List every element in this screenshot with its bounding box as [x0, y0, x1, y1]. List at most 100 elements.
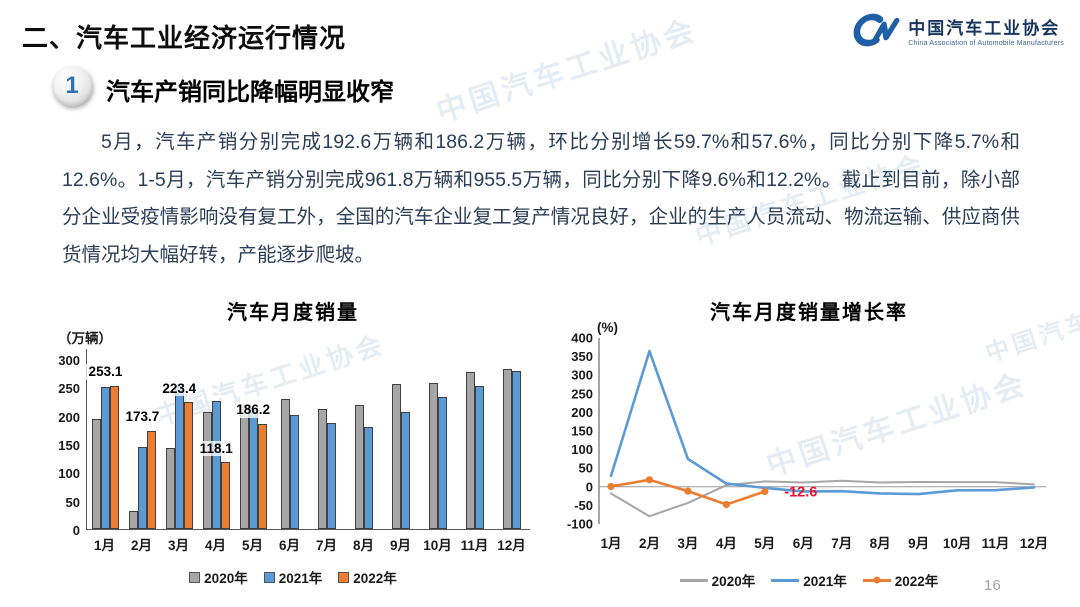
bar-2020年	[239, 404, 249, 529]
caam-logo-icon	[853, 13, 900, 47]
y-tick-label: 350	[571, 349, 593, 364]
x-tick-label: 5月	[241, 538, 263, 553]
data-point-marker	[761, 487, 769, 496]
x-tick-label: 8月	[352, 538, 374, 553]
bar-2021年	[363, 427, 373, 529]
bar-group-2月: 173.7	[123, 349, 162, 529]
bar-2021年	[290, 414, 300, 529]
x-tick-label: 9月	[908, 536, 929, 551]
y-tick-label: 50	[579, 461, 593, 476]
legend-swatch	[679, 578, 708, 582]
bar-data-label: 118.1	[197, 440, 235, 457]
y-tick-label: 150	[571, 424, 593, 439]
legend-item-2020年: 2020年	[189, 567, 248, 587]
bar-group-1月: 253.1	[86, 349, 125, 529]
bar-2022年	[109, 385, 119, 529]
legend-label: 2021年	[803, 574, 847, 589]
section-number-badge: 1	[52, 66, 92, 106]
bar-chart-title: 汽车月度销量	[227, 302, 359, 324]
line-chart-title: 汽车月度销量增长率	[710, 302, 908, 324]
bar-2022年	[183, 402, 193, 529]
bar-2021年	[326, 423, 336, 529]
bar-data-label: 173.7	[123, 409, 162, 425]
bar-2021年	[437, 396, 447, 529]
x-tick-label: 4月	[204, 538, 226, 553]
line-chart-unit-label: (%)	[597, 320, 618, 335]
growth-rate-line-chart: 汽车月度销量增长率 (%) -100 -50 0 50 100 150 200 250 300 3…	[553, 296, 1065, 589]
series-line-2020年	[610, 479, 1035, 518]
data-point-marker	[722, 500, 730, 509]
x-tick-label: 12月	[1020, 536, 1049, 551]
x-tick-label: 12月	[497, 538, 526, 553]
bar-data-label: 253.1	[86, 364, 125, 380]
bar-chart-y-axis: 0 50 100 150 200 250 300	[56, 350, 86, 537]
y-tick-label: -100	[567, 517, 593, 532]
y-tick-label: 300	[571, 368, 593, 383]
x-tick-label: 2月	[639, 536, 660, 551]
bar-group-12月	[493, 349, 530, 529]
x-tick-label: 3月	[167, 538, 189, 553]
bar-2021年	[174, 385, 184, 529]
y-tick-label: 100	[58, 466, 80, 482]
bar-2021年	[137, 446, 147, 529]
x-tick-label: 1月	[93, 538, 115, 553]
bar-group-9月	[382, 349, 419, 529]
bar-group-11月	[456, 349, 493, 529]
legend-item-2022年: 2022年	[862, 570, 938, 590]
y-tick-label: 150	[58, 438, 80, 453]
annotation-label: -12.6	[784, 484, 817, 500]
org-logo-text: 中国汽车工业协会 China Association of Automobile…	[908, 14, 1064, 47]
x-tick-label: 6月	[278, 538, 300, 553]
monthly-sales-bar-chart: 汽车月度销量 （万辆） 0 50 100 150 200 250 300 253.1 173.…	[56, 296, 530, 587]
bar-2020年	[354, 405, 364, 529]
x-tick-label: 4月	[716, 536, 737, 551]
y-tick-label: 0	[586, 479, 593, 494]
bar-2020年	[128, 511, 138, 529]
bar-2020年	[502, 368, 512, 529]
x-tick-label: 5月	[754, 536, 775, 551]
bar-group-7月	[309, 349, 346, 529]
bar-2020年	[391, 383, 401, 529]
bar-2020年	[465, 372, 475, 529]
page-title: 二、汽车工业经济运行情况	[22, 23, 347, 53]
x-tick-label: 11月	[982, 536, 1010, 551]
y-tick-label: 400	[571, 331, 593, 346]
bar-chart-legend: 2020年 2021年 2022年	[56, 567, 530, 587]
data-point-marker	[607, 482, 615, 491]
bar-group-3月: 223.4	[160, 349, 199, 529]
bar-group-8月	[345, 349, 382, 529]
x-tick-label: 11月	[460, 538, 489, 553]
bar-2021年	[400, 411, 410, 529]
bar-2022年	[257, 423, 267, 529]
bar-2021年	[511, 371, 521, 529]
line-chart-canvas: -100 -50 0 50 100 150 200 250 300 350 400 1月 2月 3月 4月 5…	[567, 331, 1049, 552]
x-tick-label: 3月	[677, 536, 698, 551]
bar-chart-plot-area: 0 50 100 150 200 250 300 253.1 173.7 223.4 118.1 1…	[56, 349, 530, 537]
x-tick-label: 10月	[423, 538, 452, 553]
bar-2022年	[220, 462, 230, 529]
legend-item-2021年: 2021年	[771, 570, 847, 590]
bar-2020年	[317, 409, 327, 529]
data-point-marker	[684, 487, 692, 495]
x-tick-label: 2月	[130, 538, 152, 553]
bar-2020年	[281, 398, 291, 529]
x-tick-label: 1月	[600, 536, 621, 551]
bar-2020年	[91, 419, 101, 529]
y-tick-label: 300	[58, 353, 80, 368]
legend-swatch	[771, 578, 800, 582]
x-tick-label: 7月	[315, 538, 337, 553]
bar-data-label: 223.4	[160, 380, 199, 397]
x-tick-label: 8月	[870, 536, 891, 551]
legend-label: 2022年	[353, 571, 397, 586]
legend-item-2021年: 2021年	[263, 567, 322, 587]
x-tick-label: 7月	[831, 536, 852, 551]
y-tick-label: -50	[574, 498, 593, 513]
y-tick-label: 0	[72, 523, 80, 538]
section-title: 汽车产销同比降幅明显收窄	[106, 79, 394, 106]
bar-chart-plot: 253.1 173.7 223.4 118.1 186.2	[86, 349, 530, 530]
y-tick-label: 200	[58, 409, 80, 425]
bar-chart-x-axis: 1月 2月 3月 4月 5月 6月 7月 8月 9月 10月 11月 12月	[86, 530, 530, 554]
bar-2021年	[248, 408, 258, 529]
y-tick-label: 250	[58, 381, 80, 397]
